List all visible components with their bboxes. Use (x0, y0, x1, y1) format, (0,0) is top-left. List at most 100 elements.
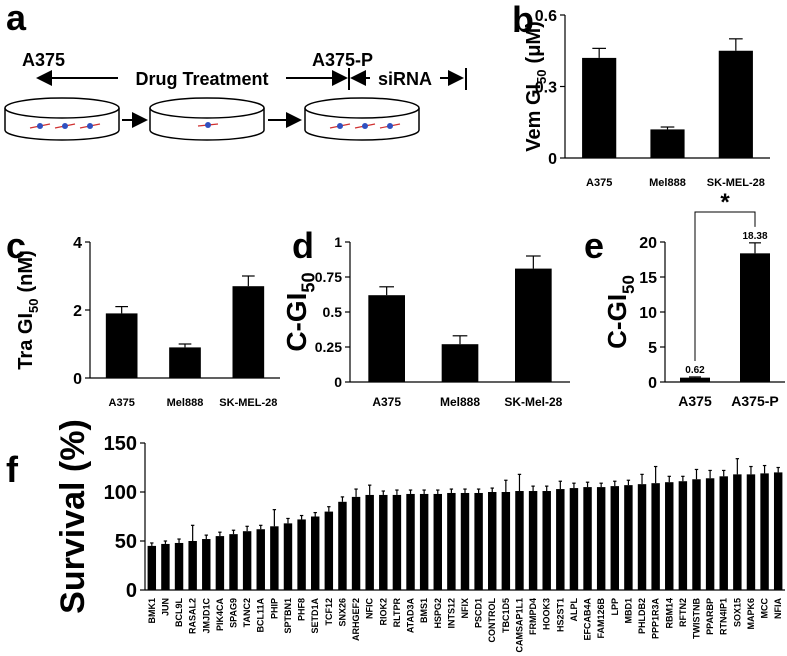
x-tick-label: PPARBP (705, 598, 715, 635)
bar (379, 494, 388, 590)
bar (583, 487, 592, 590)
x-tick-label: CONTROL (487, 598, 497, 643)
panel-b: b Vem GI50 (μM) 0 0.3 0.6 A375 Mel888 SK-MEL-28 (512, 0, 770, 189)
diagram-label: Drug Treatment (135, 69, 268, 89)
x-tick-label: ATAD3A (406, 598, 416, 634)
bar (740, 253, 770, 382)
y-axis-label-unit: (nM) (15, 250, 37, 292)
y-tick-label: 0.5 (323, 304, 343, 320)
x-tick-label: INTS12 (446, 598, 456, 629)
bar (460, 492, 470, 590)
error-bar (776, 466, 780, 473)
x-tick-label: ALPL (569, 598, 579, 622)
error-bar (299, 514, 304, 520)
panel-c: c Tra GI50 (nM) 0 2 4 A375 Mel888 SK-MEL-28 (6, 225, 280, 409)
x-tick-label: SPTBN1 (283, 598, 293, 634)
x-tick-label: Mel888 (649, 177, 686, 189)
x-tick-label: JUN (160, 598, 170, 616)
error-bar (115, 306, 128, 314)
error-bar (749, 465, 753, 475)
error-bar (749, 242, 761, 254)
error-bar (689, 376, 701, 378)
bar (569, 488, 579, 590)
error-bar (640, 473, 644, 485)
bar (596, 487, 606, 590)
y-axis-label-text: C-GI (602, 294, 632, 349)
x-tick-label: SK-MEL-28 (219, 397, 277, 409)
error-bar (340, 496, 345, 502)
bar (542, 491, 551, 590)
x-tick-label: HOOK3 (542, 598, 552, 630)
y-tick-label: 0 (548, 151, 557, 168)
x-tick-label: BCL9L (174, 597, 184, 627)
error-bar (572, 482, 576, 489)
x-tick-label: A375 (586, 177, 612, 189)
bar (746, 474, 756, 590)
error-bar (354, 488, 358, 497)
y-tick-label: 0.6 (535, 8, 557, 25)
dish (4, 97, 120, 119)
error-bar (545, 485, 549, 492)
x-tick-label: HSPG2 (433, 598, 443, 629)
x-tick-label: NFIX (460, 598, 470, 619)
bar (515, 491, 524, 590)
bar (202, 539, 211, 590)
error-bar (452, 335, 468, 345)
x-tick-label: PHLDB2 (637, 598, 647, 634)
bar (232, 286, 265, 378)
bar (733, 474, 742, 590)
x-tick-label: SK-Mel-28 (504, 395, 562, 409)
error-bar (585, 481, 590, 488)
error-bar (729, 38, 743, 51)
bar (242, 531, 252, 590)
error-bar (599, 482, 603, 488)
dishes (4, 97, 420, 141)
x-tick-label: SPAG9 (229, 598, 239, 628)
x-tick-label: SOX15 (732, 598, 742, 627)
y-axis-label: Tra GI50 (nM) (15, 250, 41, 369)
y-tick-label: 0.3 (535, 79, 557, 96)
error-bar (163, 540, 168, 544)
panel-label: b (512, 0, 534, 40)
error-bar (735, 458, 740, 475)
error-bar (436, 489, 440, 494)
bar (773, 472, 783, 590)
error-bar (490, 487, 494, 492)
error-bar (367, 484, 372, 495)
bar (692, 479, 701, 590)
error-bar (660, 126, 675, 130)
error-bar (245, 525, 249, 532)
x-tick-label: A375 (678, 393, 712, 409)
error-bar (272, 509, 277, 527)
x-tick-label: JMJD1C (201, 598, 211, 634)
bar (718, 50, 753, 158)
bar (188, 541, 197, 590)
x-tick-label: TBC1D5 (501, 598, 511, 633)
y-axis-label-text: C-GI (281, 293, 312, 352)
x-tick-label: LPP (610, 598, 620, 616)
x-tick-label: RASAL2 (188, 598, 198, 634)
y-tick-label: 0.25 (315, 339, 342, 355)
x-tick-label: EFCAB4A (583, 598, 593, 641)
x-tick-label: SNX26 (337, 598, 347, 627)
error-bar (667, 475, 671, 483)
y-tick-label: 15 (639, 270, 657, 287)
y-tick-label: 10 (639, 305, 657, 322)
panel-label: e (584, 225, 604, 266)
label-bg (118, 66, 286, 90)
bar (406, 493, 415, 590)
x-tick-label: RIOK2 (378, 598, 388, 626)
error-bar (259, 524, 263, 530)
bar (441, 344, 479, 382)
x-tick-label: FRMPD4 (528, 598, 538, 635)
diagram-label: A375 (22, 50, 65, 70)
y-tick-label: 0.75 (315, 269, 342, 285)
bar (556, 489, 565, 590)
bar (229, 534, 238, 590)
x-tick-label: HS2ST1 (555, 598, 565, 632)
x-tick-label: CAMSAP1L1 (514, 598, 524, 653)
bar (637, 484, 647, 590)
error-bar (694, 468, 699, 480)
error-bar (626, 479, 631, 486)
